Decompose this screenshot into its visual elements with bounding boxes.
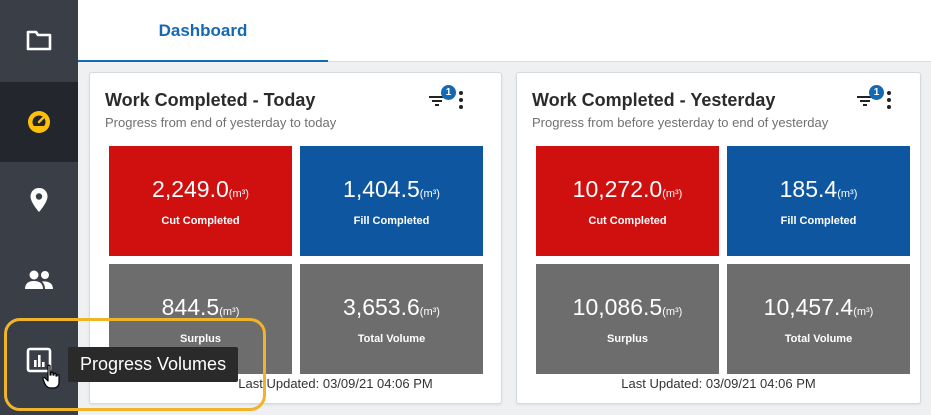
tab-active-indicator — [78, 60, 328, 62]
tile-value-row: 10,086.5(m³) — [573, 293, 683, 326]
tile-label: Cut Completed — [161, 215, 240, 227]
filter-button[interactable]: 1 — [426, 85, 456, 111]
top-bar: Dashboard — [78, 0, 931, 62]
sidebar-item-dashboard[interactable] — [0, 82, 78, 162]
tile-unit: (m³) — [662, 188, 683, 200]
tile-fill-completed: 185.4(m³) Fill Completed — [727, 146, 910, 256]
tile-value-row: 3,653.6(m³) — [343, 293, 440, 326]
sidebar-item-team[interactable] — [0, 240, 78, 320]
tile-unit: (m³) — [219, 306, 240, 318]
tile-label: Surplus — [607, 333, 648, 345]
tile-value: 1,404.5 — [343, 176, 420, 202]
tab-dashboard[interactable]: Dashboard — [78, 0, 328, 62]
tile-surplus: 10,086.5(m³) Surplus — [536, 264, 719, 374]
card-work-completed-yesterday: Work Completed - Yesterday Progress from… — [516, 72, 921, 404]
filter-button[interactable]: 1 — [854, 85, 884, 111]
location-pin-icon — [30, 188, 48, 212]
last-updated-text: Last Updated: 03/09/21 04:06 PM — [238, 376, 433, 391]
last-updated-text: Last Updated: 03/09/21 04:06 PM — [621, 376, 816, 391]
tile-value: 10,086.5 — [572, 294, 663, 320]
tile-value: 10,457.4 — [763, 294, 854, 320]
tile-value-row: 2,249.0(m³) — [152, 175, 249, 208]
hand-pointer-cursor-icon — [42, 364, 60, 389]
tile-total-volume: 10,457.4(m³) Total Volume — [727, 264, 910, 374]
tile-unit: (m³) — [662, 306, 683, 318]
tile-label: Surplus — [180, 333, 221, 345]
tile-label: Total Volume — [784, 333, 853, 345]
tile-unit: (m³) — [853, 306, 874, 318]
tooltip: Progress Volumes — [68, 347, 239, 382]
tile-unit: (m³) — [419, 188, 440, 200]
people-icon — [25, 270, 53, 289]
focus-highlight-ring — [4, 318, 266, 411]
tile-value: 3,653.6 — [343, 294, 420, 320]
tile-value-row: 185.4(m³) — [780, 175, 858, 208]
tile-label: Total Volume — [357, 333, 426, 345]
card-actions: 1 — [854, 85, 892, 111]
tile-label: Fill Completed — [353, 215, 430, 227]
sidebar-item-progress-volumes[interactable] — [0, 320, 78, 400]
folder-icon — [26, 30, 52, 51]
card-title: Work Completed - Yesterday — [532, 90, 776, 110]
tile-label: Fill Completed — [780, 215, 857, 227]
tile-value-row: 844.5(m³) — [162, 293, 240, 326]
tile-value-row: 1,404.5(m³) — [343, 175, 440, 208]
tile-value: 844.5 — [161, 294, 220, 320]
card-actions: 1 — [426, 85, 464, 111]
tile-total-volume: 3,653.6(m³) Total Volume — [300, 264, 483, 374]
sidebar-item-files[interactable] — [0, 0, 78, 80]
bar-chart-icon — [26, 347, 52, 373]
sidebar-item-locations[interactable] — [0, 160, 78, 240]
tile-value-row: 10,272.0(m³) — [573, 175, 683, 208]
tile-label: Cut Completed — [588, 215, 667, 227]
more-options-icon[interactable] — [886, 90, 892, 110]
card-subtitle: Progress from end of yesterday to today — [105, 115, 337, 130]
sidebar — [0, 0, 78, 415]
tile-cut-completed: 10,272.0(m³) Cut Completed — [536, 146, 719, 256]
tile-value: 10,272.0 — [572, 176, 663, 202]
filter-count-badge: 1 — [869, 85, 884, 100]
filter-icon — [429, 96, 445, 106]
filter-icon — [857, 96, 873, 106]
card-title: Work Completed - Today — [105, 90, 316, 110]
tab-label: Dashboard — [158, 21, 248, 40]
tile-fill-completed: 1,404.5(m³) Fill Completed — [300, 146, 483, 256]
tile-cut-completed: 2,249.0(m³) Cut Completed — [109, 146, 292, 256]
card-subtitle: Progress from before yesterday to end of… — [532, 115, 829, 130]
tile-unit: (m³) — [228, 188, 249, 200]
tile-unit: (m³) — [419, 306, 440, 318]
filter-count-badge: 1 — [441, 85, 456, 100]
tile-value: 185.4 — [779, 176, 838, 202]
tile-unit: (m³) — [837, 188, 858, 200]
more-options-icon[interactable] — [458, 90, 464, 110]
tooltip-text: Progress Volumes — [80, 354, 227, 374]
gauge-icon — [28, 111, 50, 133]
tile-value: 2,249.0 — [152, 176, 229, 202]
tile-value-row: 10,457.4(m³) — [764, 293, 874, 326]
